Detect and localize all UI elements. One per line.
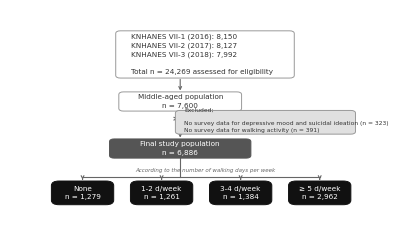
Text: Final study population
n = 6,886: Final study population n = 6,886 xyxy=(140,141,220,156)
FancyBboxPatch shape xyxy=(51,181,114,205)
Text: 3-4 d/week
n = 1,384: 3-4 d/week n = 1,384 xyxy=(220,186,261,200)
FancyBboxPatch shape xyxy=(119,92,242,111)
Text: According to the number of walking days per week: According to the number of walking days … xyxy=(135,168,275,173)
FancyBboxPatch shape xyxy=(210,181,272,205)
Text: ≥ 5 d/week
n = 2,962: ≥ 5 d/week n = 2,962 xyxy=(299,186,340,200)
FancyBboxPatch shape xyxy=(175,110,356,134)
Text: Middle-aged population
n = 7,600: Middle-aged population n = 7,600 xyxy=(138,94,223,109)
Text: 1-2 d/week
n = 1,261: 1-2 d/week n = 1,261 xyxy=(142,186,182,200)
Text: KNHANES VII-1 (2016): 8,150
KNHANES VII-2 (2017): 8,127
KNHANES VII-3 (2018): 7,: KNHANES VII-1 (2016): 8,150 KNHANES VII-… xyxy=(130,34,272,75)
Text: None
n = 1,279: None n = 1,279 xyxy=(65,186,100,200)
FancyBboxPatch shape xyxy=(116,31,294,78)
FancyBboxPatch shape xyxy=(130,181,193,205)
FancyBboxPatch shape xyxy=(288,181,351,205)
FancyBboxPatch shape xyxy=(110,139,251,158)
Text: Excluded;

No survey data for depressive mood and suicidal ideation (n = 323)
No: Excluded; No survey data for depressive … xyxy=(184,107,389,133)
